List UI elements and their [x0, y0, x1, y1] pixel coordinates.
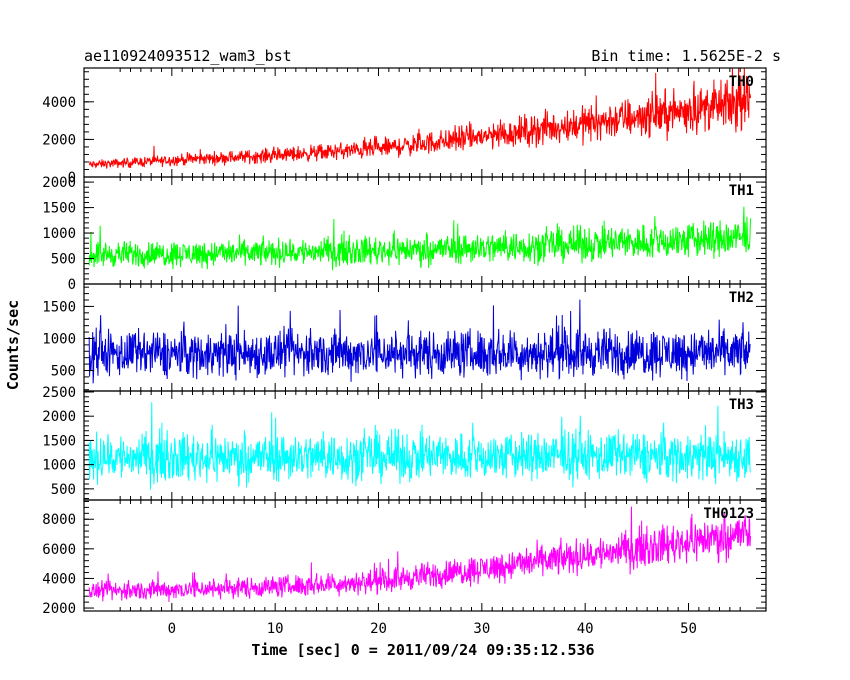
x-axis-label: Time [sec] 0 = 2011/09/24 09:35:12.536 [251, 641, 594, 659]
y-tick-label: 6000 [42, 542, 76, 558]
y-tick-label: 0 [68, 277, 76, 293]
y-tick-label: 2000 [42, 409, 76, 425]
y-tick-label: 1000 [42, 331, 76, 347]
x-tick-label: 20 [370, 621, 387, 637]
panel-th1: 0 500 1000 1500 2000 TH1 [42, 175, 767, 293]
y-tick-label: 1000 [42, 226, 76, 242]
series-line-th2 [88, 299, 751, 384]
panel-label-th0: TH0 [729, 74, 754, 90]
series-line-th0 [88, 68, 751, 169]
y-tick-label: 1500 [42, 433, 76, 449]
x-tick-label: 50 [680, 621, 697, 637]
chart-title-right: Bin time: 1.5625E-2 s [591, 47, 781, 65]
panel-label-th2: TH2 [729, 290, 754, 306]
y-tick-label: 500 [51, 482, 76, 498]
y-tick-label: 2500 [42, 385, 76, 401]
y-tick-label: 1500 [42, 201, 76, 217]
y-tick-label: 8000 [42, 512, 76, 528]
panel-frame [83, 176, 767, 285]
y-tick-label: 1000 [42, 458, 76, 474]
y-tick-label: 1500 [42, 299, 76, 315]
x-tick-label: 30 [473, 621, 490, 637]
x-tick-label: 10 [267, 621, 284, 637]
panel-th0: 0 2000 4000 TH0 [42, 67, 767, 186]
panel-label-th3: TH3 [729, 397, 754, 413]
y-tick-label: 2000 [42, 132, 76, 148]
series-line-th0123 [88, 506, 751, 602]
y-tick-label: 2000 [42, 175, 76, 191]
y-tick-label: 0 [68, 170, 76, 186]
y-tick-label: 2000 [42, 601, 76, 617]
panel-label-th0123: TH0123 [703, 506, 754, 522]
x-tick-label: 0 [168, 621, 176, 637]
panel-th2: 500 1000 1500 TH2 [42, 283, 767, 392]
panel-th3: 500 1000 1500 2000 2500 TH3 [42, 385, 767, 501]
x-tick-label: 40 [577, 621, 594, 637]
y-tick-label: 4000 [42, 95, 76, 111]
y-axis-label: Counts/sec [4, 300, 22, 390]
y-tick-label: 500 [51, 252, 76, 268]
y-tick-label: 500 [51, 363, 76, 379]
y-tick-label: 4000 [42, 571, 76, 587]
panel-label-th1: TH1 [729, 183, 754, 199]
chart-title-left: ae110924093512_wam3_bst [84, 47, 292, 65]
series-line-th1 [88, 206, 751, 271]
panel-frame [83, 499, 767, 612]
series-line-th3 [88, 402, 751, 490]
panel-th0123: 2000 4000 6000 8000 TH0123 [42, 499, 767, 617]
x-axis: 0 10 20 30 40 50 [168, 621, 697, 637]
